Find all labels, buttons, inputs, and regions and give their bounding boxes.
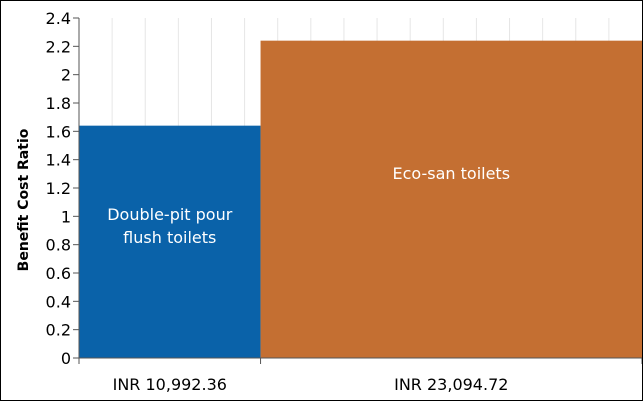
x-tick-label: INR 10,992.36 <box>113 375 227 394</box>
y-tick-label: 1.2 <box>46 179 71 198</box>
bars: Double-pit pour flush toilets Eco-san toil… <box>79 40 642 359</box>
bar-2 <box>260 40 642 359</box>
y-tick-label: 1.6 <box>46 122 71 141</box>
bar-label-1: Double-pit pour <box>107 205 233 224</box>
axes: INR 10,992.36 INR 23,094.72 0 0.2 0.4 0.6 0.8 1… <box>46 9 642 394</box>
y-tick-label: 1.4 <box>46 151 71 170</box>
y-tick-label: 2.4 <box>46 9 71 28</box>
y-tick-label: 2.2 <box>46 37 71 56</box>
y-axis-title: Benefit Cost Ratio <box>16 128 32 271</box>
y-tick-label: 0 <box>61 349 71 368</box>
y-tick-label: 2 <box>61 66 71 85</box>
x-tick-label: INR 23,094.72 <box>394 375 508 394</box>
y-tick-label: 0.2 <box>46 321 71 340</box>
bar-label-1: flush toilets <box>123 228 216 247</box>
bar-1 <box>79 125 261 359</box>
y-tick-label: 1.8 <box>46 94 71 113</box>
y-tick-label: 1 <box>61 207 71 226</box>
y-tick-label: 0.6 <box>46 264 71 283</box>
y-tick-label: 0.4 <box>46 292 71 311</box>
bar-label-2: Eco-san toilets <box>393 164 511 183</box>
y-tick-label: 0.8 <box>46 236 71 255</box>
